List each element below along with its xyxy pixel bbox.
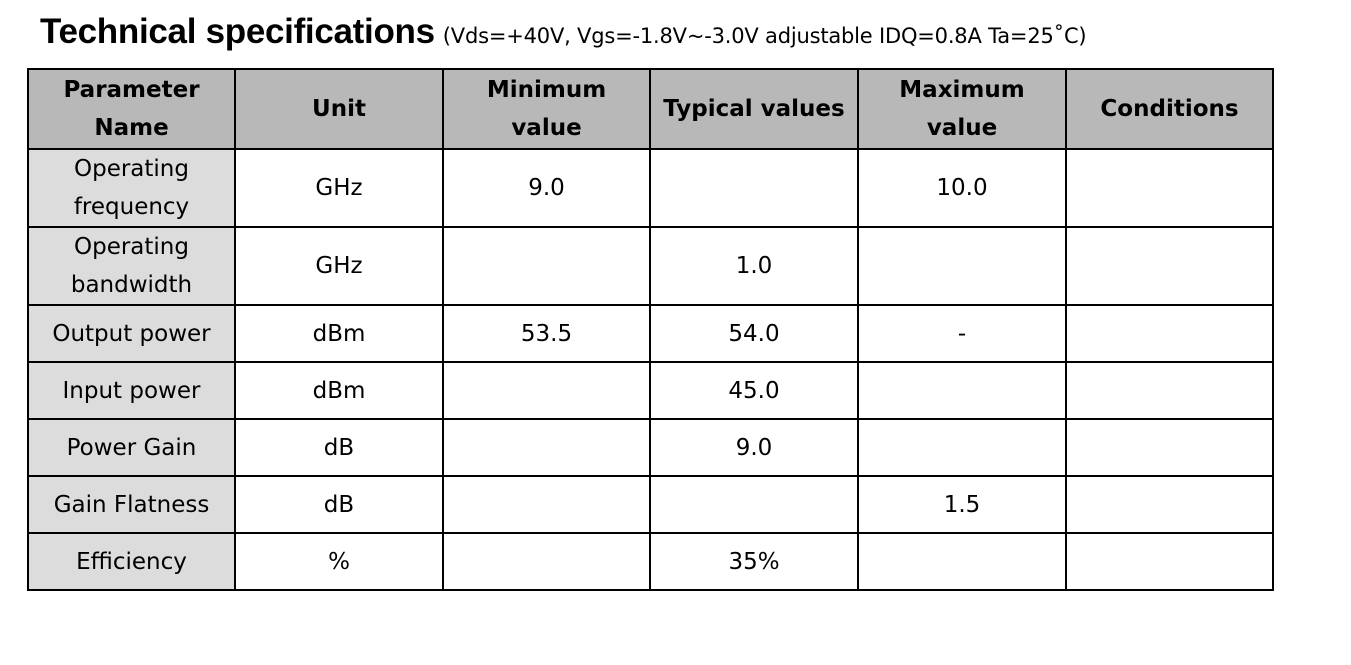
row-typical-value: 45.0 xyxy=(649,361,859,420)
row-maximum-value: 10.0 xyxy=(857,148,1067,228)
row-minimum-value xyxy=(442,226,651,306)
row-typical-value: 54.0 xyxy=(649,304,859,363)
row-parameter-name: Input power xyxy=(27,361,236,420)
row-conditions xyxy=(1065,475,1274,534)
row-maximum-value xyxy=(857,418,1067,477)
row-unit: GHz xyxy=(234,226,444,306)
table-header-row: Parameter Name Unit Minimum value Typica… xyxy=(27,68,1274,150)
row-typical-value: 35% xyxy=(649,532,859,591)
header-minimum-value: Minimum value xyxy=(442,68,651,150)
row-maximum-value xyxy=(857,226,1067,306)
row-parameter-name: Output power xyxy=(27,304,236,363)
row-maximum-value xyxy=(857,532,1067,591)
header-typical-values: Typical values xyxy=(649,68,859,150)
row-parameter-name: Efficiency xyxy=(27,532,236,591)
table-row: Efficiency % 35% xyxy=(27,532,1274,591)
row-typical-value xyxy=(649,475,859,534)
header-maximum-value: Maximum value xyxy=(857,68,1067,150)
row-conditions xyxy=(1065,226,1274,306)
row-unit: GHz xyxy=(234,148,444,228)
row-conditions xyxy=(1065,418,1274,477)
test-conditions-subtitle: (Vds=+40V, Vgs=-1.8V~-3.0V adjustable ID… xyxy=(442,24,1087,48)
page-title: Technical specifications xyxy=(40,12,435,51)
row-minimum-value xyxy=(442,475,651,534)
row-typical-value: 9.0 xyxy=(649,418,859,477)
row-unit: dB xyxy=(234,418,444,477)
table-row: Operating bandwidth GHz 1.0 xyxy=(27,226,1274,306)
row-minimum-value: 53.5 xyxy=(442,304,651,363)
row-conditions xyxy=(1065,148,1274,228)
row-unit: dBm xyxy=(234,361,444,420)
specifications-table: Parameter Name Unit Minimum value Typica… xyxy=(27,68,1274,591)
header-parameter-name: Parameter Name xyxy=(27,68,236,150)
row-parameter-name: Operating bandwidth xyxy=(27,226,236,306)
table-row: Power Gain dB 9.0 xyxy=(27,418,1274,477)
table-row: Gain Flatness dB 1.5 xyxy=(27,475,1274,534)
row-maximum-value: - xyxy=(857,304,1067,363)
row-maximum-value: 1.5 xyxy=(857,475,1067,534)
table-row: Operating frequency GHz 9.0 10.0 xyxy=(27,148,1274,228)
row-parameter-name: Gain Flatness xyxy=(27,475,236,534)
row-unit: dB xyxy=(234,475,444,534)
row-minimum-value xyxy=(442,532,651,591)
page-heading: Technical specifications (Vds=+40V, Vgs=-… xyxy=(40,8,1087,62)
row-minimum-value xyxy=(442,361,651,420)
table-row: Input power dBm 45.0 xyxy=(27,361,1274,420)
row-maximum-value xyxy=(857,361,1067,420)
header-conditions: Conditions xyxy=(1065,68,1274,150)
row-parameter-name: Power Gain xyxy=(27,418,236,477)
row-unit: % xyxy=(234,532,444,591)
row-typical-value: 1.0 xyxy=(649,226,859,306)
row-conditions xyxy=(1065,361,1274,420)
row-minimum-value xyxy=(442,418,651,477)
row-conditions xyxy=(1065,532,1274,591)
table-row: Output power dBm 53.5 54.0 - xyxy=(27,304,1274,363)
row-parameter-name: Operating frequency xyxy=(27,148,236,228)
row-conditions xyxy=(1065,304,1274,363)
row-typical-value xyxy=(649,148,859,228)
header-unit: Unit xyxy=(234,68,444,150)
row-minimum-value: 9.0 xyxy=(442,148,651,228)
row-unit: dBm xyxy=(234,304,444,363)
